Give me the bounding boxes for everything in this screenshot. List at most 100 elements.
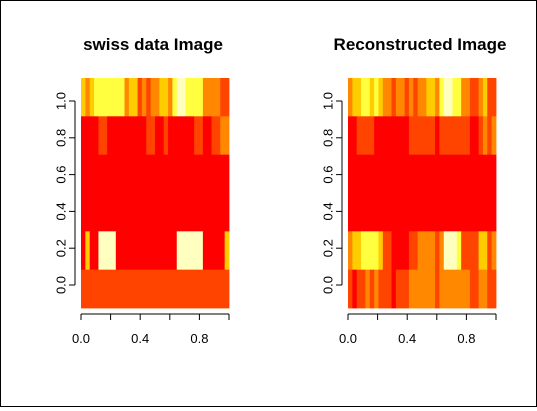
heatmap-cell xyxy=(168,193,173,232)
heatmap-cell xyxy=(435,269,440,309)
heatmap-cell xyxy=(172,78,178,117)
heatmap-cell xyxy=(176,231,182,271)
heatmap-cell xyxy=(426,154,432,194)
y-tick-label: 0.0 xyxy=(321,276,336,294)
heatmap-cell xyxy=(146,231,152,271)
heatmap-cell xyxy=(150,78,156,117)
heatmap-cell xyxy=(102,269,108,309)
heatmap-cell xyxy=(369,116,375,156)
heatmap-cell xyxy=(452,269,458,309)
heatmap-cell xyxy=(387,154,392,194)
heatmap-cell xyxy=(461,116,466,156)
heatmap-cell xyxy=(387,78,392,117)
heatmap-cell xyxy=(482,269,488,309)
heatmap-cell xyxy=(413,193,419,232)
heatmap-cell xyxy=(456,231,462,271)
heatmap-cell xyxy=(408,116,414,156)
heatmap-cell xyxy=(348,231,353,271)
heatmap-cell xyxy=(163,154,169,194)
heatmap-cell xyxy=(469,78,475,117)
heatmap-cell xyxy=(89,154,95,194)
heatmap-cell xyxy=(194,78,199,117)
heatmap-cell xyxy=(391,231,397,271)
heatmap-cell xyxy=(141,193,147,232)
heatmap-cell xyxy=(469,231,475,271)
heatmap-cell xyxy=(352,116,358,156)
heatmap-cell xyxy=(456,193,462,232)
heatmap-cell xyxy=(115,269,121,309)
heatmap-cell xyxy=(348,78,353,117)
heatmap-cell xyxy=(81,116,86,156)
heatmap-cell xyxy=(185,193,191,232)
heatmap-cell xyxy=(202,154,208,194)
heatmap-cell xyxy=(391,193,397,232)
heatmap-cell xyxy=(395,269,401,309)
heatmap-cell xyxy=(85,193,91,232)
heatmap-cell xyxy=(365,193,371,232)
heatmap-cell xyxy=(215,78,221,117)
heatmap-cell xyxy=(98,78,104,117)
heatmap-cell xyxy=(150,193,156,232)
heatmap-cell xyxy=(85,154,91,194)
heatmap-cell xyxy=(491,116,497,156)
heatmap-cell xyxy=(189,116,195,156)
heatmap-cell xyxy=(98,193,104,232)
heatmap-cell xyxy=(387,193,392,232)
heatmap-cell xyxy=(202,231,208,271)
heatmap-cell xyxy=(168,154,173,194)
heatmap-cell xyxy=(107,231,112,271)
heatmap-cell xyxy=(417,231,423,271)
heatmap-cell xyxy=(102,116,108,156)
x-tick-label: 0.4 xyxy=(398,331,416,346)
heatmap-cell xyxy=(133,154,138,194)
heatmap-cell xyxy=(107,193,112,232)
heatmap-cell xyxy=(391,269,397,309)
heatmap-cell xyxy=(155,193,160,232)
heatmap-cell xyxy=(435,231,440,271)
heatmap-cell xyxy=(81,154,86,194)
heatmap-cell xyxy=(124,78,130,117)
heatmap-cell xyxy=(465,78,471,117)
heatmap-cell xyxy=(85,78,91,117)
heatmap-cell xyxy=(439,78,445,117)
heatmap-cell xyxy=(426,193,432,232)
heatmap-cell xyxy=(211,193,217,232)
heatmap-cell xyxy=(482,193,488,232)
heatmap-cell xyxy=(352,231,358,271)
heatmap-cell xyxy=(133,231,138,271)
heatmap-cell xyxy=(435,116,440,156)
heatmap-cell xyxy=(207,116,212,156)
heatmap-cell xyxy=(491,154,497,194)
heatmap-cell xyxy=(115,193,121,232)
heatmap-cell xyxy=(194,231,199,271)
heatmap-cell xyxy=(176,154,182,194)
heatmap-cell xyxy=(395,193,401,232)
heatmap-cell xyxy=(361,231,366,271)
heatmap-cell xyxy=(439,154,445,194)
heatmap-cell xyxy=(172,154,178,194)
heatmap-cell xyxy=(378,193,384,232)
heatmap-cell xyxy=(356,193,362,232)
heatmap-cell xyxy=(224,231,230,271)
heatmap-cell xyxy=(348,116,353,156)
heatmap-cell xyxy=(128,231,134,271)
heatmap-cell xyxy=(159,154,165,194)
heatmap-cell xyxy=(207,231,212,271)
heatmap-cell xyxy=(352,193,358,232)
heatmap-cell xyxy=(487,193,493,232)
heatmap-cell xyxy=(443,116,449,156)
heatmap-cell xyxy=(155,154,160,194)
heatmap-cell xyxy=(422,116,427,156)
heatmap-cell xyxy=(124,193,130,232)
heatmap-cell xyxy=(198,193,204,232)
heatmap-cell xyxy=(176,78,182,117)
heatmap-cell xyxy=(207,154,212,194)
heatmap-cell xyxy=(430,269,436,309)
heatmap-cell xyxy=(469,193,475,232)
heatmap-cell xyxy=(474,116,479,156)
heatmap-cell xyxy=(448,193,453,232)
heatmap-cell xyxy=(107,269,112,309)
heatmap-cell xyxy=(220,154,226,194)
heatmap-cell xyxy=(202,193,208,232)
heatmap-cell xyxy=(426,78,432,117)
